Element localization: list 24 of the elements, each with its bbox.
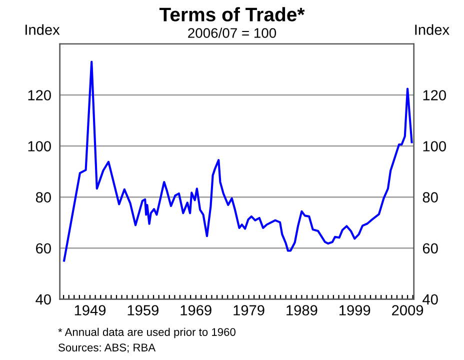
y2-tick-label: 120 — [423, 90, 446, 100]
y2-axis-title: Index — [415, 24, 450, 35]
y-tick-label: 80 — [36, 192, 51, 202]
x-tick-label: 2009 — [392, 305, 424, 316]
text: * Annual data are used prior to 1960 — [58, 328, 236, 338]
x-tick-label: 1979 — [234, 305, 264, 316]
y2-tick-label: 60 — [422, 243, 438, 254]
x-tick-label: 1969 — [180, 305, 212, 316]
y-tick-label: 60 — [36, 243, 51, 254]
chart-subtitle: 2006/07 = 100 — [188, 28, 276, 38]
y-tick-label: 100 — [28, 141, 51, 152]
chart-title: Terms of Trade* — [159, 7, 305, 22]
x-tick-label: 1959 — [128, 305, 158, 316]
x-tick-label: 1949 — [74, 305, 106, 316]
y-tick-label: 40 — [36, 294, 51, 305]
y-tick-label: 120 — [28, 90, 51, 100]
line-series — [63, 60, 413, 262]
y2-tick-label: 80 — [422, 192, 438, 202]
x-tick-label: 1999 — [340, 305, 370, 316]
y-axis-title: Index — [26, 24, 60, 35]
x-tick-label: 1989 — [286, 305, 318, 316]
source-note: Sources: ABS; RBA — [58, 344, 156, 353]
y2-tick-label: 100 — [423, 141, 446, 152]
y2-tick-label: 40 — [422, 294, 438, 305]
